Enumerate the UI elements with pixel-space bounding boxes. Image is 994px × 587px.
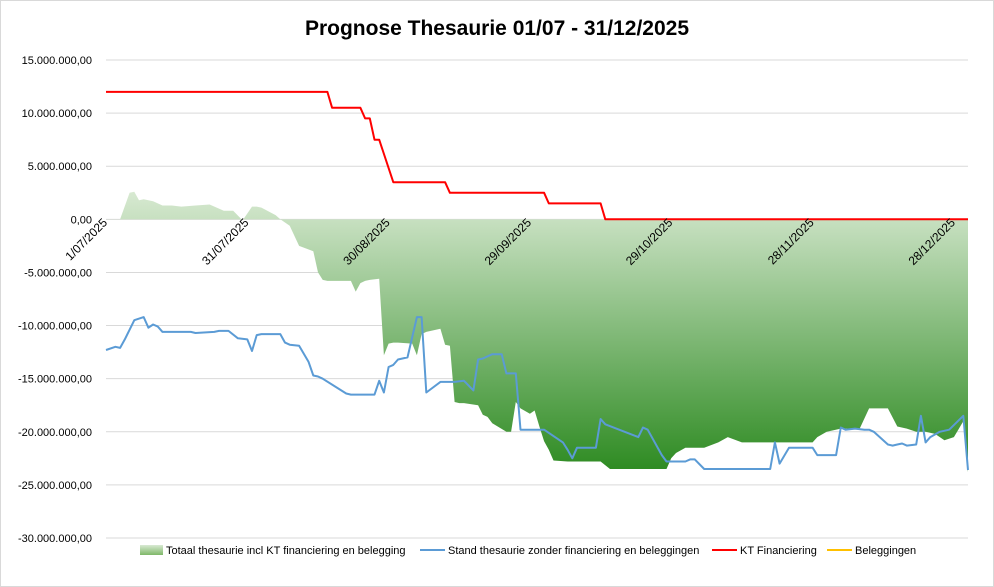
series-area-totaal-thesaurie [106,191,968,473]
series-line-kt-financiering [106,90,968,221]
y-tick-label: 0,00 [71,214,92,226]
x-tick-label: 31/07/2025 [199,215,252,268]
y-tick-label: -20.000.000,00 [18,427,92,439]
y-tick-label: -10.000.000,00 [18,321,92,333]
y-tick-label: -30.000.000,00 [18,533,92,545]
legend-label: Stand thesaurie zonder financiering en b… [448,545,699,557]
legend-label: KT Financiering [740,545,817,557]
y-tick-label: 15.000.000,00 [22,55,92,67]
y-tick-label: 10.000.000,00 [22,108,92,120]
line-series-layer [105,90,969,471]
y-tick-label: -25.000.000,00 [18,480,92,492]
chart-title: Prognose Thesaurie 01/07 - 31/12/2025 [304,17,690,40]
legend-label: Beleggingen [855,545,916,557]
area-series-layer [106,191,968,473]
y-tick-label: -5.000.000,00 [24,267,92,279]
y-axis-tick-labels: 15.000.000,00 10.000.000,00 5.000.000,00 0,… [18,55,92,545]
series-line-stand-thesaurie [105,316,969,471]
y-tick-label: -15.000.000,00 [18,374,92,386]
legend-swatch-area [140,545,163,555]
legend: Totaal thesaurie incl KT financiering en… [140,545,916,557]
y-tick-label: 5.000.000,00 [28,161,92,173]
legend-label: Totaal thesaurie incl KT financiering en… [166,545,406,557]
